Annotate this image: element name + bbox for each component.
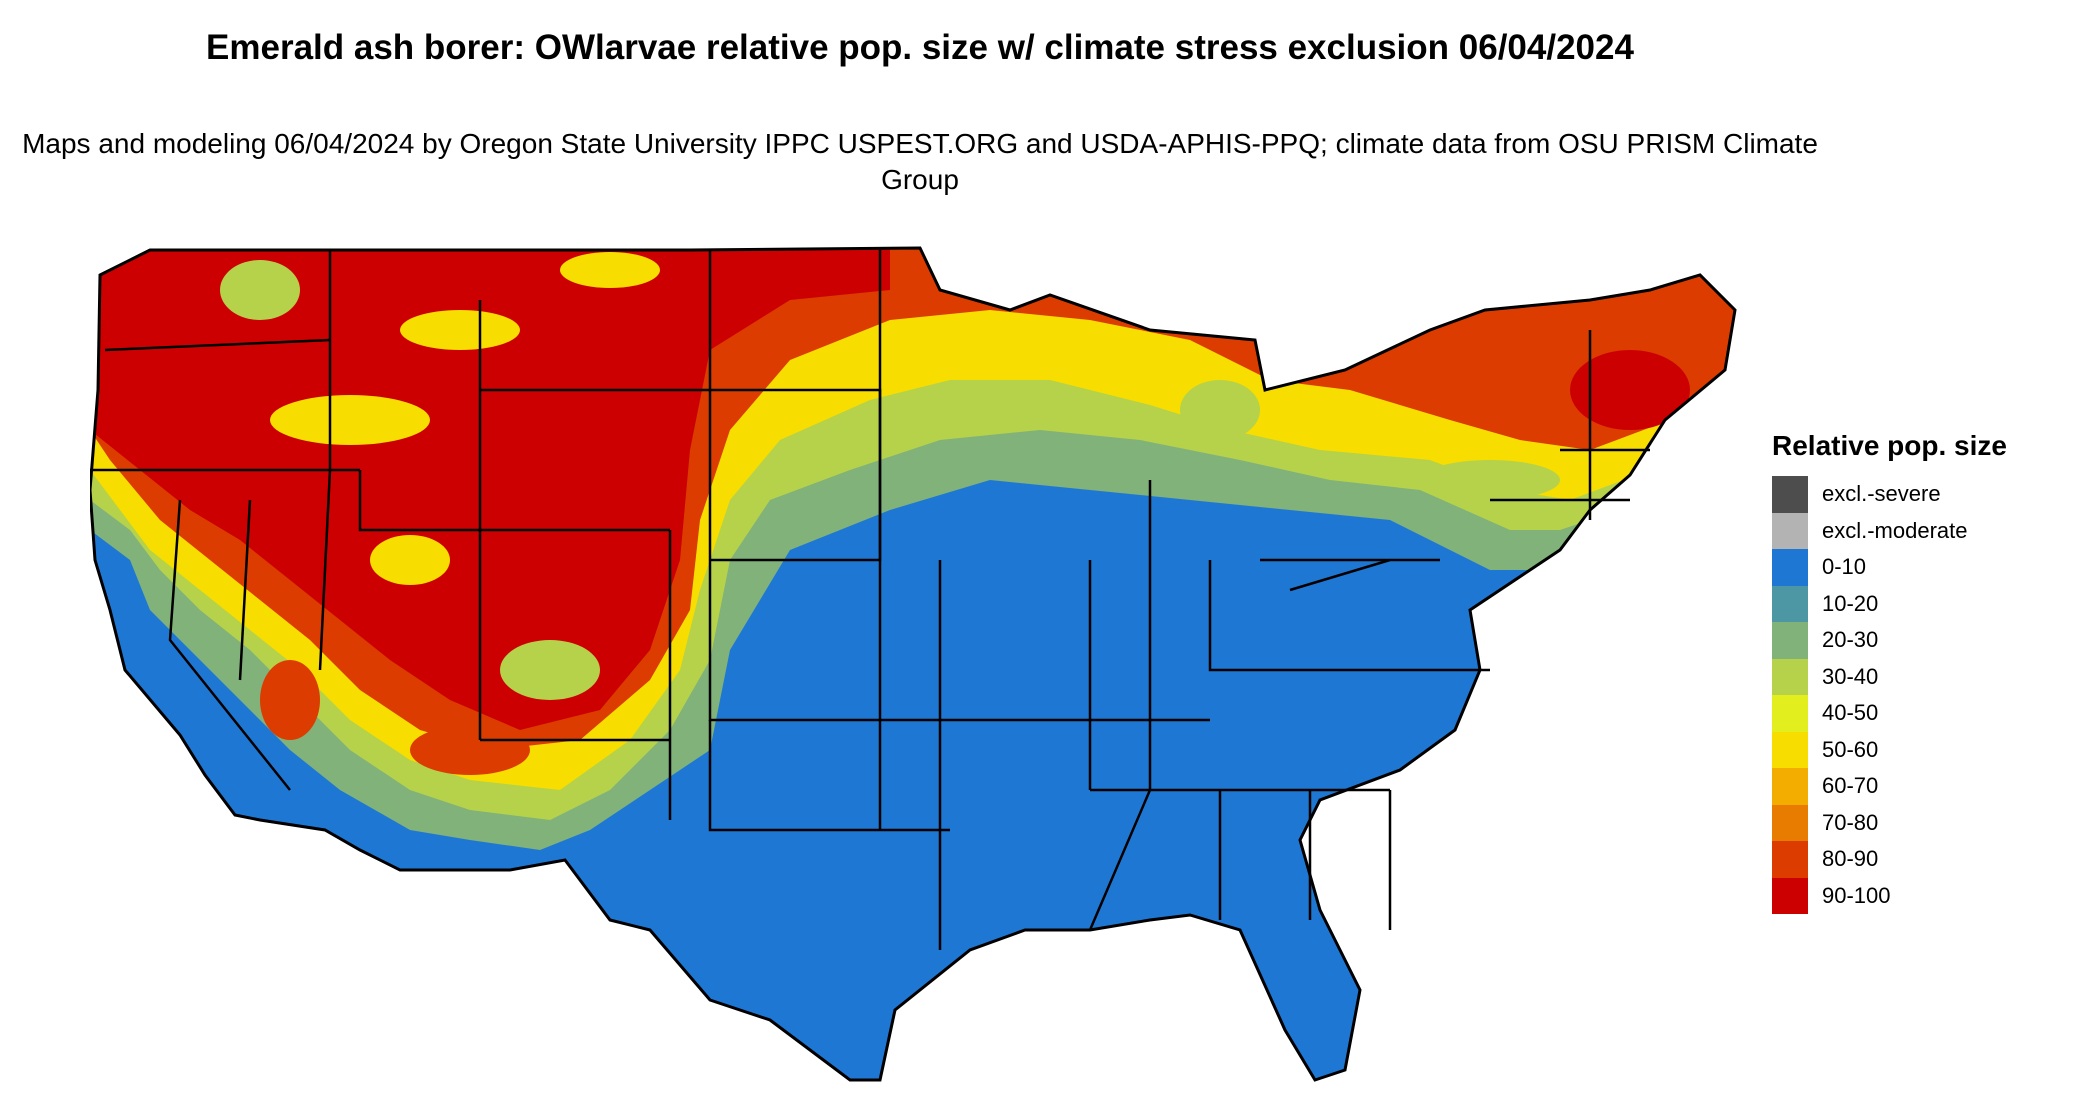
legend-label: 20-30 bbox=[1822, 627, 1879, 653]
legend-item: 50-60 bbox=[1772, 731, 2007, 768]
map-title: Emerald ash borer: OWlarvae relative pop… bbox=[206, 28, 1634, 67]
legend-label: 0-10 bbox=[1822, 554, 1867, 580]
legend-item: 70-80 bbox=[1772, 804, 2007, 841]
legend-item: 40-50 bbox=[1772, 695, 2007, 732]
legend-label: 80-90 bbox=[1822, 846, 1879, 872]
legend-item: excl.-severe bbox=[1772, 476, 2007, 513]
legend-label: excl.-severe bbox=[1822, 481, 1941, 507]
us-map bbox=[90, 246, 1737, 1082]
legend-item: 10-20 bbox=[1772, 585, 2007, 622]
legend-label: 30-40 bbox=[1822, 663, 1879, 689]
legend-swatch bbox=[1772, 731, 1808, 768]
legend-label: 50-60 bbox=[1822, 736, 1879, 762]
legend-items: excl.-severe excl.-moderate 0-10 10-20 20-30… bbox=[1772, 476, 2007, 914]
legend-item: 80-90 bbox=[1772, 841, 2007, 878]
legend-swatch bbox=[1772, 841, 1808, 878]
legend-swatch bbox=[1772, 549, 1808, 586]
legend-item: 20-30 bbox=[1772, 622, 2007, 659]
legend-item: 90-100 bbox=[1772, 877, 2007, 914]
legend-item: 30-40 bbox=[1772, 658, 2007, 695]
legend-swatch bbox=[1772, 585, 1808, 622]
legend-swatch bbox=[1772, 476, 1808, 513]
legend-item: excl.-moderate bbox=[1772, 512, 2007, 549]
map-subtitle: Maps and modeling 06/04/2024 by Oregon S… bbox=[22, 128, 1818, 195]
legend-label: 40-50 bbox=[1822, 700, 1879, 726]
legend-item: 0-10 bbox=[1772, 549, 2007, 586]
legend-swatch bbox=[1772, 804, 1808, 841]
legend-label: 10-20 bbox=[1822, 590, 1879, 616]
legend-swatch bbox=[1772, 622, 1808, 659]
legend-label: excl.-moderate bbox=[1822, 517, 1968, 543]
legend-swatch bbox=[1772, 512, 1808, 549]
legend-label: 70-80 bbox=[1822, 809, 1879, 835]
legend-label: 60-70 bbox=[1822, 773, 1879, 799]
legend-swatch bbox=[1772, 695, 1808, 732]
legend-label: 90-100 bbox=[1822, 882, 1891, 908]
legend-swatch bbox=[1772, 877, 1808, 914]
legend-item: 60-70 bbox=[1772, 768, 2007, 805]
legend-swatch bbox=[1772, 658, 1808, 695]
legend: Relative pop. size excl.-severe excl.-mod… bbox=[1772, 430, 2007, 914]
legend-title: Relative pop. size bbox=[1772, 430, 2007, 461]
legend-swatch bbox=[1772, 768, 1808, 805]
